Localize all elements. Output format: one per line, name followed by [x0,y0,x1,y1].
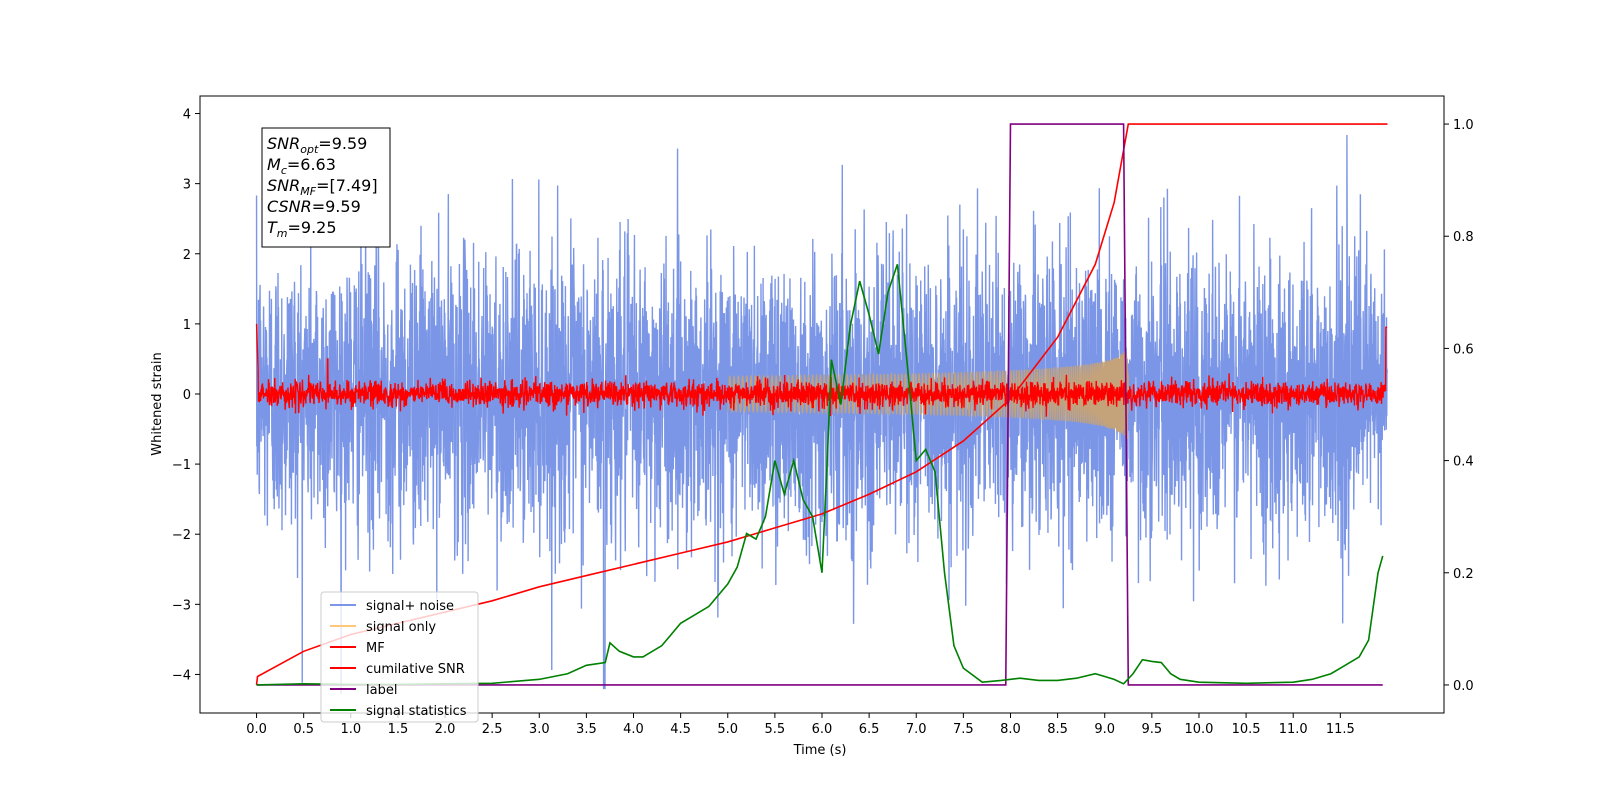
x-tick-label: 10.5 [1232,722,1261,737]
x-tick-label: 5.5 [765,722,786,737]
x-tick-label: 7.0 [906,722,927,737]
annotation-line: SNRopt=9.59 [267,134,367,156]
legend-frame [320,591,479,723]
y2-tick-label: 0.6 [1453,342,1474,357]
annotation-line: SNRMF=[7.49] [267,176,378,198]
x-axis-label: Time (s) [793,743,847,758]
x-tick-label: 0.0 [246,722,267,737]
x-tick-label: 11.5 [1326,722,1355,737]
x-tick-label: 3.0 [529,722,550,737]
x-tick-label: 2.0 [435,722,456,737]
x-tick-label: 10.0 [1184,722,1213,737]
x-tick-label: 7.5 [953,722,974,737]
x-tick-label: 9.5 [1142,722,1163,737]
mf-line [255,323,1388,417]
y-tick-label: 1 [183,318,191,333]
series-label-line [256,123,1383,686]
legend-entry: signal statistics [366,704,467,719]
x-tick-label: 4.0 [623,722,644,737]
series-signal-only [727,351,1133,440]
y-tick-label: 2 [183,248,191,263]
y-tick-label: −2 [172,528,191,543]
signal-only-line [727,351,1133,440]
y-tick-label: −4 [172,668,191,683]
legend: signal+ noise signal only MF cumilative SNR… [320,591,479,723]
x-tick-label: 6.5 [859,722,880,737]
x-tick-label: 9.0 [1094,722,1115,737]
series-mf [255,323,1388,417]
y-axis-right: 0.0 0.2 0.4 0.6 0.8 1.0 [1444,118,1474,694]
legend-entry: cumilative SNR [366,662,465,677]
x-tick-label: 11.0 [1279,722,1308,737]
y-tick-label: 4 [183,108,191,123]
y-axis-left: −4 −3 −2 −1 0 1 2 3 4 [172,108,200,683]
x-tick-label: 8.0 [1000,722,1021,737]
x-tick-label: 1.0 [340,722,361,737]
legend-entry: label [366,683,397,698]
annotation-line: Mc=6.63 [267,155,336,177]
annotation-line: Tm=9.25 [267,218,337,240]
y2-tick-label: 1.0 [1453,118,1474,133]
x-tick-label: 8.5 [1047,722,1068,737]
x-tick-label: 2.5 [482,722,503,737]
y-tick-label: −3 [172,598,191,613]
y-tick-label: −1 [172,458,191,473]
x-tick-label: 6.0 [812,722,833,737]
legend-entry: MF [366,641,385,656]
annotation-frame [261,127,391,248]
series-signal-statistics-line [256,264,1384,686]
legend-entry: signal only [366,620,436,635]
y2-tick-label: 0.0 [1453,679,1474,694]
y-axis-label: Whitened strain [150,352,165,455]
y-tick-label: 0 [183,388,191,403]
x-tick-label: 4.5 [670,722,691,737]
x-axis: 0.0 0.5 1.0 1.5 2.0 2.5 3.0 3.5 4.0 4.5 5.0 5.5 6.0 6… [246,713,1355,737]
x-tick-label: 5.0 [717,722,738,737]
y2-tick-label: 0.8 [1453,230,1474,245]
x-tick-label: 3.5 [576,722,597,737]
y2-tick-label: 0.2 [1453,567,1474,582]
legend-entry: signal+ noise [366,599,454,614]
x-tick-label: 1.5 [388,722,409,737]
x-tick-label: 0.5 [293,722,314,737]
annotation-line: CSNR=9.59 [267,197,361,216]
y-tick-label: 3 [183,178,191,193]
y2-tick-label: 0.4 [1453,455,1474,470]
